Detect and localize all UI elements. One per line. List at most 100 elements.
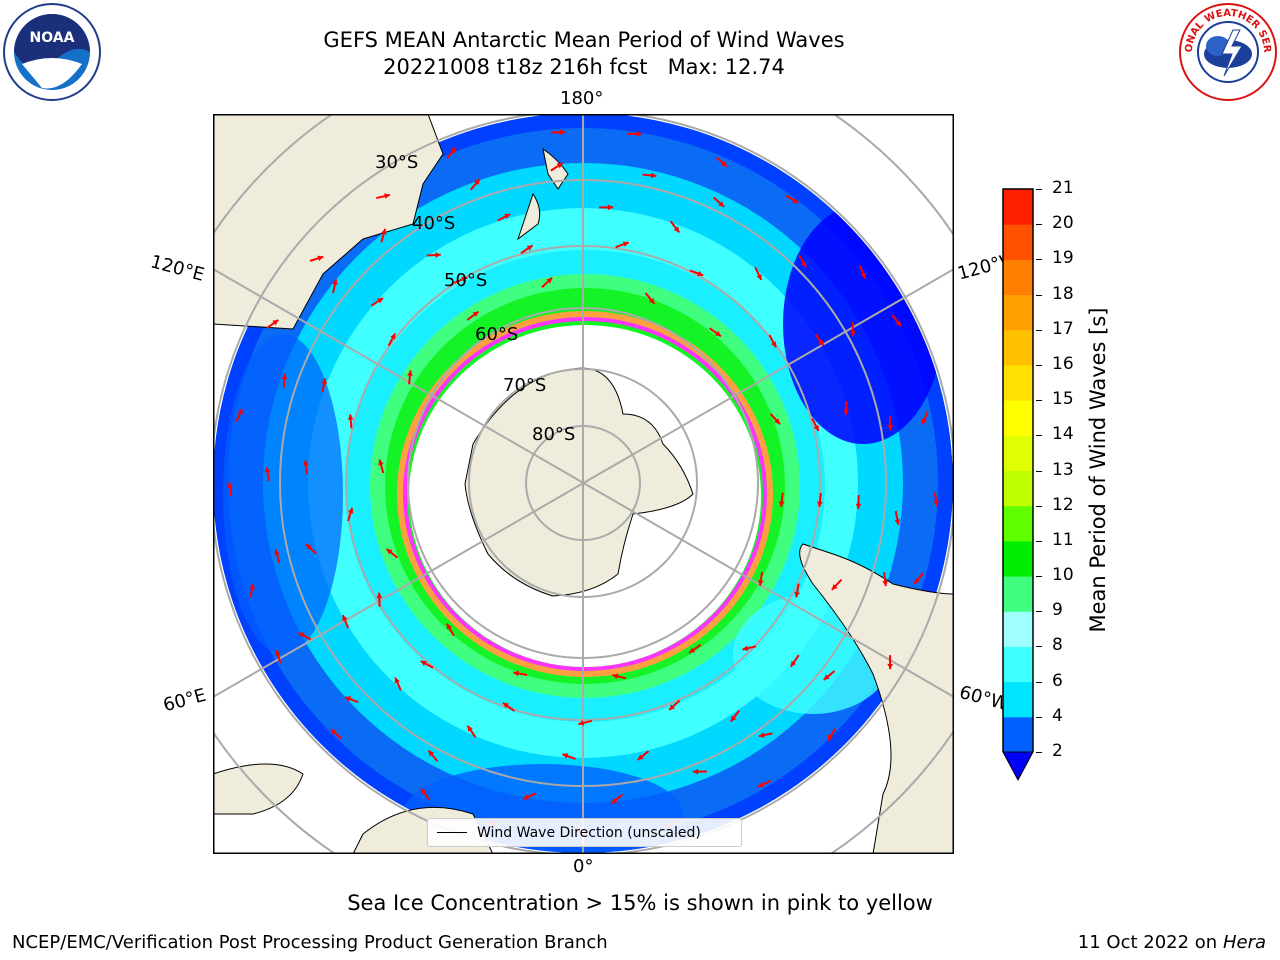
wave-direction-arrowhead [502, 702, 509, 709]
wave-direction-arrowhead [882, 580, 889, 587]
wave-direction-arrowhead [523, 794, 529, 800]
wave-direction-arrowhead [472, 311, 479, 318]
colorbar-segment [1003, 400, 1033, 436]
wave-direction-arrowhead [921, 418, 928, 425]
wave-direction-arrowhead [474, 179, 480, 186]
wave-direction-arrowhead [275, 650, 281, 656]
wave-direction-arrowhead [384, 193, 390, 199]
wave-direction-arrowhead [559, 129, 565, 136]
map-legend: Wind Wave Direction (unscaled) [427, 818, 742, 847]
wave-direction-arrowhead [756, 273, 762, 280]
footer-date-text: 11 Oct 2022 on [1077, 932, 1218, 953]
wave-direction-arrowhead [855, 503, 862, 510]
wave-direction-arrowhead [347, 507, 354, 514]
wave-direction-arrowhead [578, 720, 585, 726]
wave-direction-arrowhead [428, 750, 435, 757]
wave-direction-arrowhead [823, 674, 830, 680]
colorbar-tick: 9 [1052, 600, 1063, 621]
wave-direction-arrowhead [718, 201, 725, 207]
colorbar-segment [1003, 611, 1033, 647]
wave-direction-arrowhead [435, 252, 441, 258]
wave-direction-arrowhead [648, 297, 655, 304]
wave-direction-arrowhead [420, 788, 427, 795]
wave-direction-arrowhead [264, 467, 271, 473]
wave-direction-arrowhead [330, 729, 337, 735]
colorbar-segment [1003, 470, 1033, 507]
wave-direction-arrowhead [801, 261, 807, 268]
colorbar-segment [1003, 259, 1033, 296]
wave-direction-arrowhead [450, 147, 456, 154]
colorbar-tick: 11 [1052, 529, 1074, 550]
lat-label-50s: 50°S [444, 270, 488, 291]
wave-direction-arrowhead [692, 768, 699, 775]
colorbar-segment [1003, 505, 1033, 542]
wave-direction-arrowhead [394, 677, 400, 684]
colorbar-tick: 19 [1052, 248, 1074, 269]
wave-direction-arrowhead [831, 584, 838, 590]
wave-direction-arrowhead [347, 414, 354, 420]
colorbar-tick: 18 [1052, 283, 1074, 304]
wave-direction-arrowhead [758, 580, 764, 586]
wave-direction-arrowhead [850, 330, 856, 337]
wave-direction-arrowhead [742, 645, 749, 652]
colorbar-segment [1003, 646, 1033, 683]
wave-direction-arrowhead [281, 373, 288, 380]
wave-direction-arrowhead [637, 754, 644, 760]
chart-title: GEFS MEAN Antarctic Mean Period of Wind … [323, 28, 845, 52]
wave-direction-arrowhead [249, 583, 255, 590]
wave-direction-arrowhead [562, 753, 569, 759]
wave-direction-arrowhead [827, 734, 834, 741]
wave-direction-arrowhead [622, 241, 629, 247]
lat-label-80s: 80°S [532, 424, 576, 445]
lat-label-70s: 70°S [503, 375, 547, 396]
wave-direction-arrowhead [611, 797, 618, 804]
wave-direction-arrowhead [758, 732, 765, 738]
wave-direction-arrowhead [317, 255, 324, 262]
wave-direction-arrowhead [380, 228, 387, 235]
wave-direction-arrowhead [272, 319, 279, 326]
wave-direction-arrowhead [778, 501, 785, 507]
colorbar-tick: 16 [1052, 353, 1074, 374]
wave-direction-arrowhead [345, 696, 352, 702]
wave-direction-arrowhead [420, 661, 427, 667]
colorbar-segment [1003, 540, 1033, 577]
colorbar-tick: 12 [1052, 494, 1074, 515]
wave-direction-arrowhead [386, 548, 393, 555]
wave-direction-arrowhead [546, 277, 553, 284]
chart-subtitle-run: 20221008 t18z 216h fcst Max: 12.74 [383, 55, 785, 79]
wave-direction-arrowhead [376, 592, 383, 599]
colorbar-tick: 2 [1052, 741, 1063, 761]
wave-direction-arrowhead [887, 663, 893, 670]
wave-direction-arrowhead [377, 298, 383, 304]
wave-direction-arrowhead [894, 519, 901, 525]
polar-map [213, 114, 954, 854]
wave-direction-arrowhead [650, 172, 657, 179]
wave-direction-arrowhead [407, 370, 413, 376]
wave-direction-arrowhead [813, 424, 819, 431]
noaa-logo: NOAA [3, 3, 101, 101]
wave-direction-arrowhead [887, 424, 894, 431]
wave-direction-arrowhead [817, 501, 823, 507]
footer-machine: Hera [1222, 932, 1266, 953]
wave-direction-arrowhead [794, 591, 800, 598]
colorbar-tick: 15 [1052, 389, 1074, 410]
wave-direction-arrowhead [843, 409, 849, 415]
footer-date: 11 Oct 2022 on Hera [1078, 932, 1266, 953]
colorbar-tick: 21 [1052, 178, 1074, 198]
colorbar-segment [1003, 435, 1033, 471]
wave-direction-arrowhead [378, 459, 384, 466]
wave-direction-arrowhead [298, 632, 305, 638]
wave-direction-arrowhead [303, 460, 309, 466]
footer-credit: NCEP/EMC/Verification Post Processing Pr… [12, 932, 608, 953]
legend-line-swatch [437, 832, 467, 833]
wave-direction-arrowhead [612, 673, 619, 680]
wave-direction-arrowhead [607, 204, 614, 211]
wave-direction-arrowhead [721, 160, 728, 167]
nws-logo: NATIONAL WEATHER SERVICE [1178, 2, 1277, 101]
colorbar-extend-arrow [1002, 751, 1034, 782]
wave-direction-arrowhead [636, 130, 642, 137]
wave-direction-arrowhead [332, 279, 338, 285]
colorbar [1002, 188, 1034, 782]
wave-direction-arrowhead [818, 339, 824, 346]
wave-direction-arrowhead [673, 226, 680, 233]
